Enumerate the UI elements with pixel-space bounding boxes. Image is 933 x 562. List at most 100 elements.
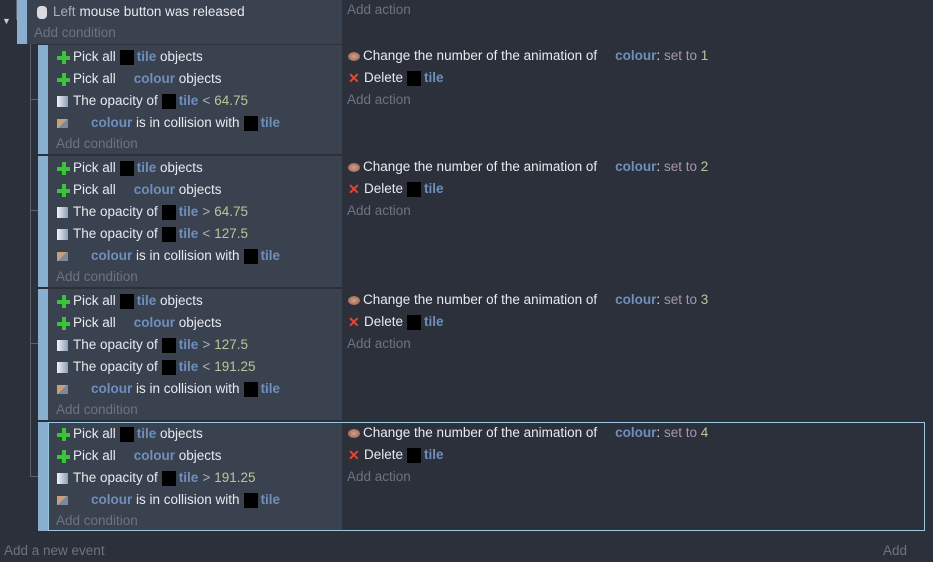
conditions-panel	[48, 422, 342, 531]
collision-icon	[57, 118, 68, 128]
action-row[interactable]: ✕ Delete tile	[348, 67, 444, 89]
condition-row[interactable]: The opacity of tile <64.75	[57, 90, 248, 112]
text: The opacity of	[73, 470, 158, 485]
set-to-text: set to	[660, 48, 701, 63]
object-name: tile	[424, 181, 444, 196]
tree-branch	[30, 99, 38, 100]
collapse-arrow-icon[interactable]: ▼	[2, 16, 11, 26]
action-row[interactable]: Change the number of the animation of col…	[348, 289, 708, 311]
animation-icon	[348, 51, 360, 61]
condition-row[interactable]: Pick all colour objects	[57, 179, 222, 201]
action-row[interactable]: ✕ Delete tile	[348, 178, 444, 200]
object-thumbnail	[161, 226, 176, 242]
delete-x-icon: ✕	[348, 447, 360, 463]
condition-row[interactable]: Pick all colour objects	[57, 445, 222, 467]
add-new-event-link[interactable]: Add a new event	[4, 543, 105, 558]
value: 191.25	[214, 470, 256, 485]
object-name: tile	[260, 492, 281, 507]
condition-row[interactable]: Pick all tile objects	[57, 46, 203, 68]
condition-mouse-released[interactable]: Left mouse button was released	[37, 1, 245, 23]
text: :	[656, 425, 661, 440]
object-name: colour	[133, 71, 176, 86]
condition-row[interactable]: The opacity of tile >191.25	[57, 467, 256, 489]
condition-row[interactable]: colour is in collision with tile	[57, 489, 280, 511]
condition-row[interactable]: The opacity of tile <127.5	[57, 223, 248, 245]
add-condition-link[interactable]: Add condition	[56, 402, 138, 417]
object-name: tile	[136, 49, 157, 64]
object-thumbnail	[407, 181, 422, 197]
object-name: tile	[424, 447, 444, 462]
condition-row[interactable]: colour is in collision with tile	[57, 245, 280, 267]
set-to-text: set to	[660, 425, 701, 440]
add-action-link[interactable]: Add action	[347, 336, 411, 351]
action-row[interactable]: ✕ Delete tile	[348, 311, 444, 333]
text: The opacity of	[73, 93, 158, 108]
condition-row[interactable]: Pick all tile objects	[57, 157, 203, 179]
object-thumbnail	[119, 426, 134, 442]
condition-row[interactable]: colour is in collision with tile	[57, 112, 280, 134]
condition-row[interactable]: The opacity of tile >64.75	[57, 201, 248, 223]
object-thumbnail	[407, 314, 422, 330]
text: objects	[175, 315, 222, 330]
add-action-link[interactable]: Add action	[347, 2, 411, 17]
value: 127.5	[214, 226, 248, 241]
add-condition-link[interactable]: Add condition	[56, 513, 138, 528]
value: 64.75	[214, 204, 248, 219]
condition-row[interactable]: The opacity of tile >127.5	[57, 334, 248, 356]
object-name: colour	[133, 315, 176, 330]
object-name: tile	[178, 204, 199, 219]
tree-line	[30, 44, 31, 476]
object-thumbnail	[161, 93, 176, 109]
object-name: colour	[91, 115, 133, 130]
object-thumbnail	[119, 49, 134, 65]
text: :	[656, 159, 661, 174]
condition-row[interactable]: Pick all colour objects	[57, 312, 222, 334]
object-thumbnail	[243, 115, 258, 131]
collision-icon	[57, 384, 68, 394]
text: is in collision with	[132, 115, 240, 130]
object-thumbnail	[119, 160, 134, 176]
action-row[interactable]: ✕ Delete tile	[348, 444, 444, 466]
text: The opacity of	[73, 226, 158, 241]
condition-row[interactable]: colour is in collision with tile	[57, 378, 280, 400]
object-name: tile	[178, 226, 199, 241]
animation-icon	[348, 162, 360, 172]
text: Change the number of the animation of	[363, 425, 598, 440]
text: is in collision with	[132, 381, 240, 396]
delete-x-icon: ✕	[348, 181, 360, 197]
add-action-link[interactable]: Add action	[347, 92, 411, 107]
tree-line	[16, 0, 17, 20]
condition-row[interactable]: Pick all tile objects	[57, 423, 203, 445]
text: Pick all	[73, 426, 116, 441]
add-button[interactable]: Add	[883, 543, 908, 558]
condition-row[interactable]: Pick all tile objects	[57, 290, 203, 312]
object-name: tile	[424, 314, 444, 329]
add-plus-icon	[57, 50, 70, 64]
action-row[interactable]: Change the number of the animation of col…	[348, 422, 708, 444]
delete-x-icon: ✕	[348, 314, 360, 330]
text: objects	[156, 49, 203, 64]
animation-icon	[348, 295, 360, 305]
text: Delete	[364, 447, 404, 462]
object-name: colour	[91, 492, 133, 507]
condition-row[interactable]: The opacity of tile <191.25	[57, 356, 256, 378]
object-name: tile	[260, 381, 281, 396]
action-row[interactable]: Change the number of the animation of col…	[348, 156, 708, 178]
object-name: tile	[260, 248, 281, 263]
text: objects	[156, 426, 203, 441]
add-action-link[interactable]: Add action	[347, 469, 411, 484]
condition-text: mouse button was released	[79, 4, 245, 19]
text: :	[656, 292, 661, 307]
text: Change the number of the animation of	[363, 292, 598, 307]
add-condition-link[interactable]: Add condition	[56, 136, 138, 151]
object-thumbnail	[243, 381, 258, 397]
event-bar	[38, 156, 48, 287]
selected-event[interactable]	[48, 422, 925, 531]
add-condition-link[interactable]: Add condition	[56, 269, 138, 284]
add-condition-link[interactable]: Add condition	[34, 25, 116, 40]
object-thumbnail	[161, 470, 176, 486]
add-action-link[interactable]: Add action	[347, 203, 411, 218]
condition-row[interactable]: Pick all colour objects	[57, 68, 222, 90]
tree-branch	[30, 210, 38, 211]
action-row[interactable]: Change the number of the animation of col…	[348, 45, 708, 67]
